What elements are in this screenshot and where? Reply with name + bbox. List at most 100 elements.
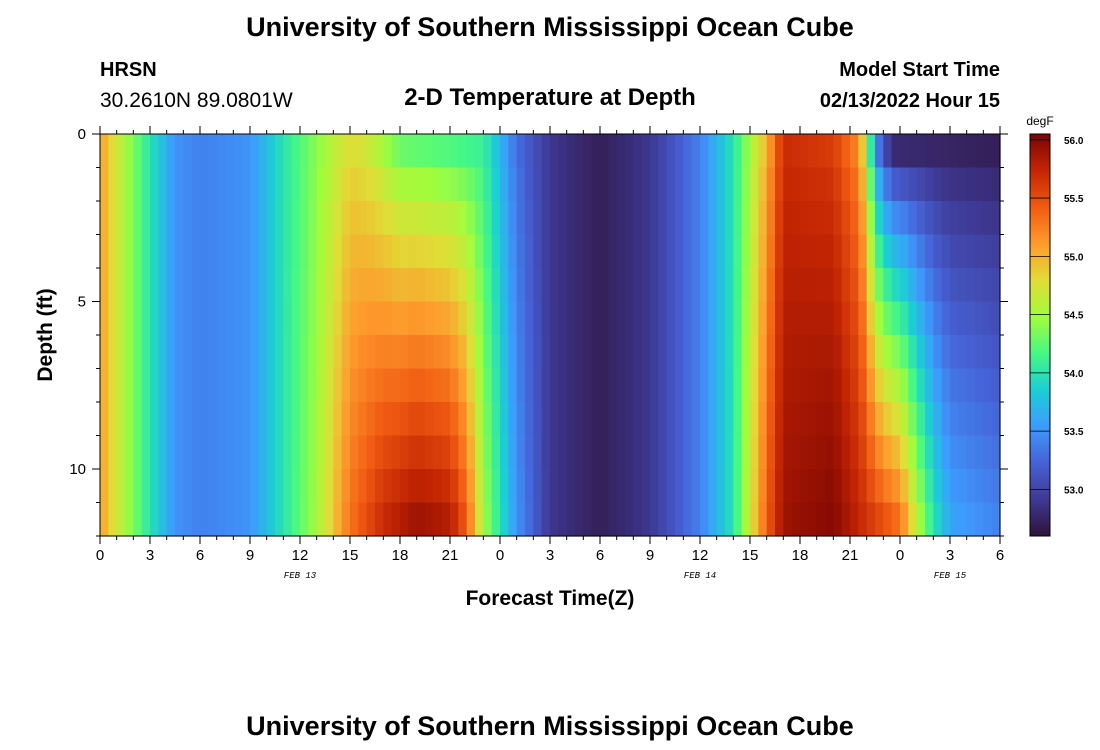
heatmap-cell: [183, 335, 193, 370]
heatmap-cell: [950, 134, 959, 169]
heatmap-cell: [358, 134, 368, 169]
heatmap-cell: [450, 335, 459, 370]
heatmap-cell: [625, 335, 634, 370]
heatmap-cell: [283, 301, 293, 336]
heatmap-cell: [691, 402, 701, 437]
y-axis: 0 5 10: [69, 126, 1008, 537]
heatmap-cell: [608, 234, 618, 269]
heatmap-cell: [250, 134, 259, 169]
heatmap-cell: [725, 502, 734, 537]
heatmap-cell: [500, 335, 509, 370]
heatmap-cell: [858, 134, 868, 169]
heatmap-cell: [616, 234, 626, 269]
heatmap-cell: [700, 502, 709, 537]
heatmap-cell: [325, 402, 334, 437]
heatmap-cell: [383, 502, 393, 537]
heatmap-cell: [683, 469, 693, 504]
heatmap-cell: [891, 201, 901, 236]
heatmap-cell: [491, 469, 501, 504]
heatmap-cell: [366, 301, 376, 336]
heatmap-cell: [558, 469, 568, 504]
heatmap-cell: [541, 201, 551, 236]
heatmap-cell: [633, 435, 643, 470]
heatmap-cell: [575, 234, 584, 269]
heatmap-cell: [316, 201, 326, 236]
heatmap-cell: [175, 502, 184, 537]
heatmap-cell: [808, 134, 818, 169]
heatmap-cell: [200, 234, 209, 269]
heatmap-cell: [575, 201, 584, 236]
heatmap-cell: [550, 402, 559, 437]
heatmap-cell: [808, 502, 818, 537]
heatmap-cell: [658, 469, 668, 504]
heatmap-cell: [241, 402, 251, 437]
heatmap-cell: [391, 268, 401, 303]
heatmap-cell: [541, 469, 551, 504]
heatmap-cell: [675, 469, 684, 504]
heatmap-cell: [866, 167, 876, 202]
heatmap-cell: [725, 201, 734, 236]
heatmap-cell: [800, 435, 809, 470]
heatmap-cell: [566, 402, 576, 437]
heatmap-cell: [275, 234, 284, 269]
heatmap-cell: [250, 435, 259, 470]
heatmap-cell: [558, 335, 568, 370]
heatmap-cell: [791, 469, 801, 504]
heatmap-cell: [458, 234, 468, 269]
heatmap-cell: [558, 268, 568, 303]
heatmap-cell: [308, 134, 318, 169]
heatmap-cell: [400, 435, 409, 470]
heatmap-cell: [275, 301, 284, 336]
heatmap-cell: [666, 502, 676, 537]
heatmap-cell: [266, 301, 276, 336]
heatmap-cell: [533, 201, 543, 236]
heatmap-cell: [483, 268, 493, 303]
heatmap-cell: [383, 469, 393, 504]
heatmap-cell: [591, 201, 601, 236]
heatmap-cell: [816, 402, 826, 437]
heatmap-cell: [583, 469, 593, 504]
heatmap-cell: [158, 368, 168, 403]
heatmap-cell: [408, 268, 418, 303]
heatmap-cell: [150, 402, 159, 437]
heatmap-cell: [350, 234, 359, 269]
heatmap-cell: [800, 402, 809, 437]
heatmap-cell: [166, 402, 176, 437]
heatmap-cell: [283, 402, 293, 437]
heatmap-cell: [491, 301, 501, 336]
heatmap-cell: [666, 368, 676, 403]
colorbar-tick-label: 53.0: [1064, 485, 1084, 496]
heatmap-cell: [416, 268, 426, 303]
heatmap-cell: [191, 335, 201, 370]
heatmap-cell: [841, 301, 851, 336]
heatmap-cell: [541, 435, 551, 470]
heatmap-cell: [750, 268, 759, 303]
heatmap-cell: [491, 201, 501, 236]
heatmap-cell: [208, 502, 218, 537]
heatmap-cell: [825, 301, 834, 336]
heatmap-cell: [658, 368, 668, 403]
heatmap-cell: [891, 234, 901, 269]
heatmap-cell: [608, 134, 618, 169]
heatmap-cell: [283, 502, 293, 537]
heatmap-cell: [208, 167, 218, 202]
heatmap-cell: [300, 368, 309, 403]
heatmap-cell: [550, 335, 559, 370]
heatmap-cell: [450, 234, 459, 269]
heatmap-cell: [616, 301, 626, 336]
heatmap-cell: [900, 234, 909, 269]
colorbar-tick-label: 54.0: [1064, 369, 1084, 380]
heatmap-cell: [425, 234, 434, 269]
heatmap-cell: [708, 201, 718, 236]
heatmap-cell: [941, 502, 951, 537]
heatmap-cell: [458, 368, 468, 403]
heatmap-cell: [325, 502, 334, 537]
heatmap-cell: [375, 502, 384, 537]
heatmap-cell: [883, 167, 893, 202]
heatmap-cell: [633, 502, 643, 537]
heatmap-cell: [483, 201, 493, 236]
y-tick-label: 5: [78, 294, 86, 311]
heatmap-cell: [125, 368, 134, 403]
heatmap-cell: [783, 301, 793, 336]
heatmap-cell: [825, 502, 834, 537]
